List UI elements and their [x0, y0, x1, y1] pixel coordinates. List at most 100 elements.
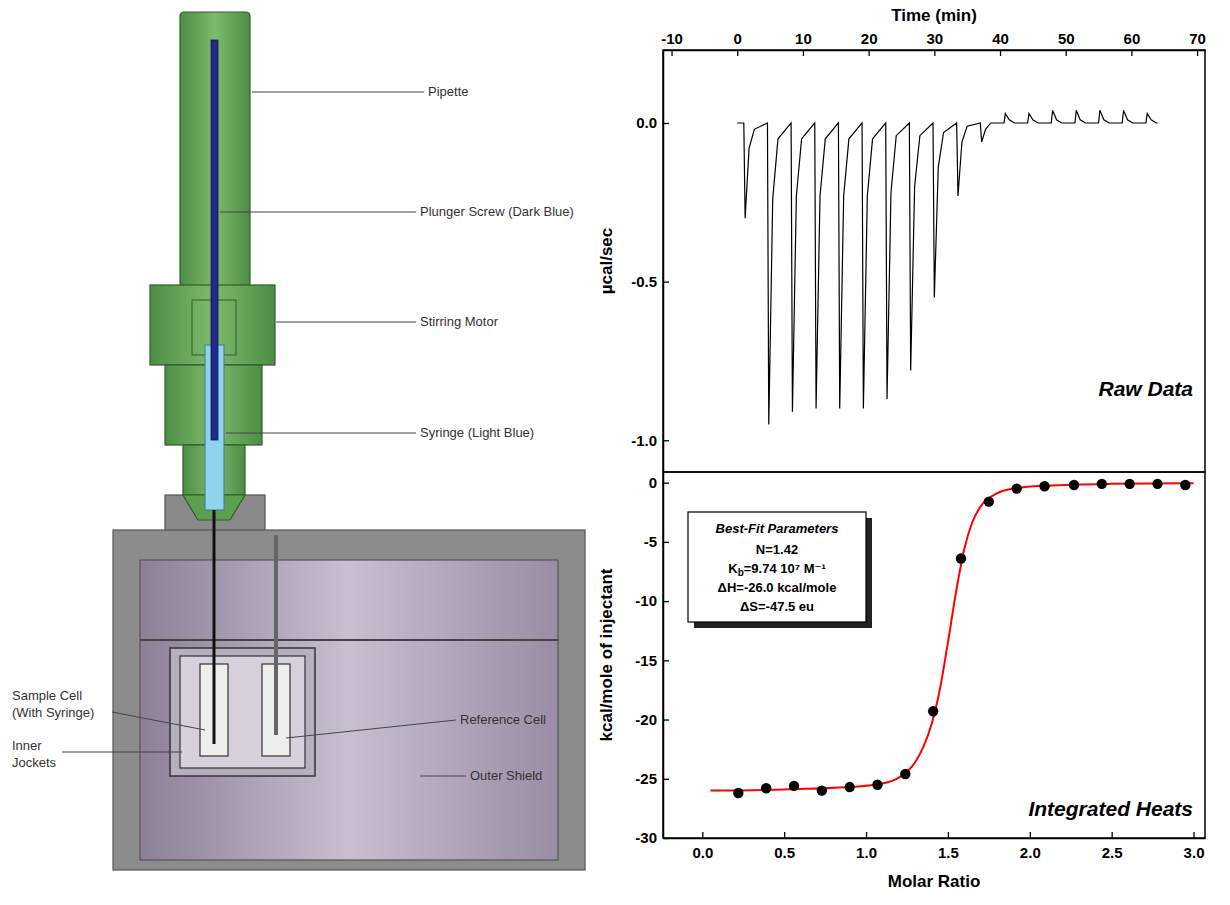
- tick-mark: [1197, 50, 1198, 56]
- tick: 0.5: [774, 832, 795, 861]
- tick: 0.0: [692, 832, 713, 861]
- tick: 1.5: [938, 832, 959, 861]
- tick-label: 10: [795, 30, 812, 47]
- leader-line: [252, 92, 424, 93]
- outer-shield: [113, 530, 585, 870]
- outer-shield-inner: [140, 560, 558, 860]
- tick-label: 1.5: [938, 844, 959, 861]
- tick-label: 0.0: [692, 844, 713, 861]
- inner-jacket: [180, 656, 305, 768]
- tick-label: -30: [635, 829, 657, 846]
- axis: 0.0-0.5-1.0: [631, 51, 669, 473]
- integrated-heats-chart: 0.00.51.01.52.02.53.00-5-10-15-20-25-30M…: [597, 472, 1206, 891]
- axis: 0.00.51.01.52.02.53.0: [664, 832, 1206, 861]
- raw-trace: [737, 110, 1157, 424]
- inner-jacket-outer: [170, 648, 315, 776]
- tick-mark: [663, 440, 669, 441]
- data-point: [928, 706, 938, 716]
- y-axis-title: µcal/sec: [597, 228, 616, 295]
- y-axis-title: kcal/mole of injectant: [597, 568, 616, 741]
- data-point: [789, 781, 799, 791]
- figure: PipettePlunger Screw (Dark Blue)Stirring…: [0, 0, 1230, 905]
- tick-mark: [663, 542, 669, 543]
- data-point: [1180, 480, 1190, 490]
- tick-mark: [663, 660, 669, 661]
- tick-label: -15: [635, 652, 657, 669]
- fit-box: Best-Fit ParametersN=1.42Kb=9.74 10⁷ M⁻¹…: [688, 512, 872, 628]
- data-point: [872, 779, 882, 789]
- reference-fill-tube: [274, 535, 278, 735]
- data-point: [1152, 479, 1162, 489]
- leader-line: [276, 322, 416, 323]
- tick: 50: [1058, 30, 1075, 56]
- tick-label: 40: [992, 30, 1009, 47]
- diagram-label: Pipette: [428, 84, 468, 99]
- tick-label: -10: [661, 30, 683, 47]
- data-point: [1097, 479, 1107, 489]
- tick: -10: [635, 592, 669, 609]
- tick-mark: [663, 483, 669, 484]
- tick: -20: [635, 711, 669, 728]
- tick: -15: [635, 652, 669, 669]
- tick: 2.5: [1102, 832, 1123, 861]
- instrument-diagram: PipettePlunger Screw (Dark Blue)Stirring…: [12, 12, 585, 870]
- label-line: (With Syringe): [12, 705, 94, 720]
- tick-mark: [663, 838, 669, 839]
- tick: 10: [795, 30, 812, 56]
- tick-mark: [1066, 50, 1067, 56]
- data-point: [900, 769, 910, 779]
- tick-label: 0: [649, 474, 657, 491]
- plunger-screw: [211, 40, 218, 440]
- axis-line: [664, 838, 1206, 840]
- tick: 0: [734, 30, 742, 56]
- fit-parameter: ΔH=-26.0 kcal/mole: [718, 580, 837, 595]
- diagram-label: Stirring Motor: [420, 314, 499, 329]
- tick-label: 20: [861, 30, 878, 47]
- leader-line: [220, 212, 416, 213]
- tick-mark: [1030, 832, 1031, 838]
- data-point: [956, 553, 966, 563]
- tick-mark: [663, 779, 669, 780]
- plot-area: [710, 479, 1193, 799]
- tick-mark: [663, 719, 669, 720]
- tick: 2.0: [1020, 832, 1041, 861]
- leader-line: [62, 752, 182, 753]
- tick: 3.0: [1184, 832, 1205, 861]
- tick-mark: [663, 281, 669, 282]
- tick-label: 50: [1058, 30, 1075, 47]
- tick-mark: [1112, 832, 1113, 838]
- label-line: Sample Cell: [12, 688, 82, 703]
- tick-label: -10: [635, 592, 657, 609]
- label-line: Inner: [12, 738, 42, 753]
- tick: -10: [661, 30, 683, 56]
- fit-value: =9.74 10⁷ M⁻¹: [744, 561, 826, 576]
- plot-area: [737, 110, 1157, 424]
- tick: 20: [861, 30, 878, 56]
- tick-label: 3.0: [1184, 844, 1205, 861]
- leader-line: [226, 433, 416, 434]
- axis: -10010203040506070: [661, 30, 1206, 56]
- x-axis-title: Time (min): [891, 6, 977, 25]
- annotation: Integrated Heats: [1028, 797, 1193, 820]
- data-point: [761, 783, 771, 793]
- tick-mark: [663, 123, 669, 124]
- plot-frame: [663, 50, 1205, 472]
- fit-box-title: Best-Fit Parameters: [716, 521, 839, 536]
- axis: 0 -5 -10 -15 -20 -25 -30: [635, 473, 669, 847]
- plot-frame: [663, 472, 1205, 838]
- tick-label: 2.5: [1102, 844, 1123, 861]
- tick-label: -20: [635, 711, 657, 728]
- data-point: [733, 788, 743, 798]
- tick: -30: [635, 829, 669, 846]
- tick-label: -0.5: [631, 273, 657, 290]
- label-line: Pipette: [428, 84, 468, 99]
- label-line: Outer Shield: [470, 768, 542, 783]
- tick-label: -5: [644, 533, 657, 550]
- label-line: Syringe (Light Blue): [420, 425, 534, 440]
- label-line: Reference Cell: [460, 712, 546, 727]
- tick-mark: [934, 50, 935, 56]
- tick-mark: [784, 832, 785, 838]
- raw-data-chart: -100102030405060700.0-0.5-1.0Time (min)µ…: [597, 6, 1206, 473]
- tick: 70: [1189, 30, 1206, 56]
- tick: -25: [635, 770, 669, 787]
